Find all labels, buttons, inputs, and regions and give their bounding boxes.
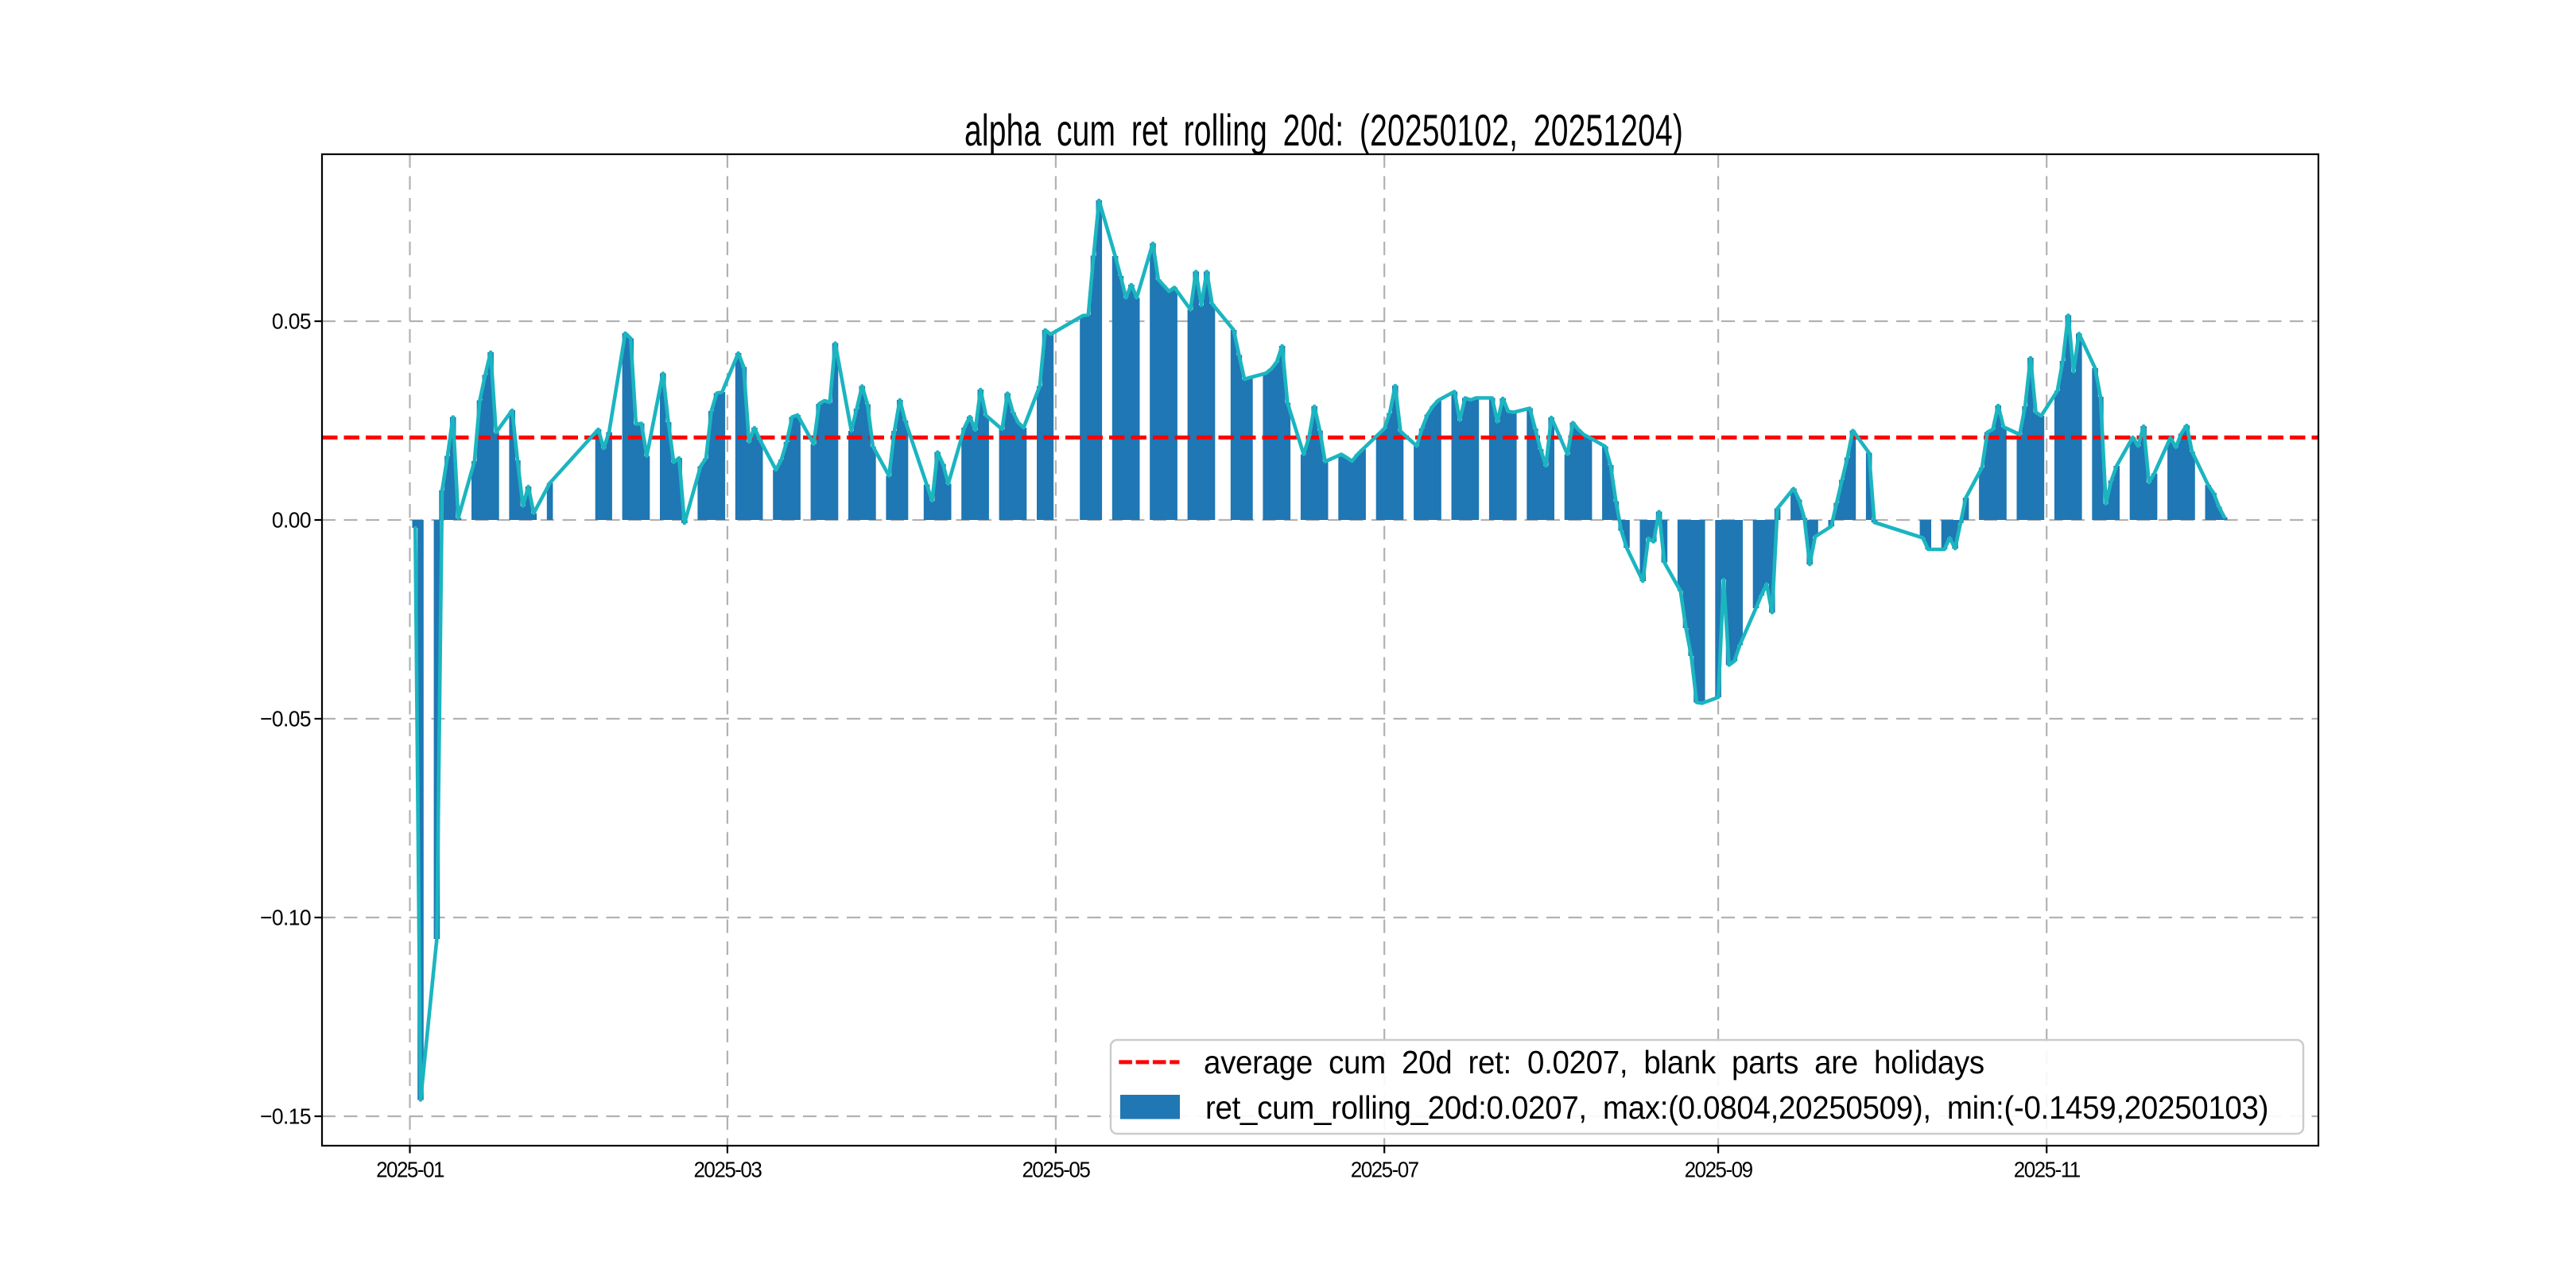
svg-text:0.00: 0.00 xyxy=(272,507,312,533)
svg-text:−0.15: −0.15 xyxy=(260,1104,311,1129)
svg-text:0.05: 0.05 xyxy=(272,308,311,334)
svg-text:ret_cum_rolling_20d:0.0207, ma: ret_cum_rolling_20d:0.0207, max:(0.0804,… xyxy=(1205,1090,2268,1126)
svg-text:−0.10: −0.10 xyxy=(260,905,312,930)
svg-text:average cum 20d ret: 0.0207, b: average cum 20d ret: 0.0207, blank parts… xyxy=(1204,1045,1984,1080)
svg-text:2025-05: 2025-05 xyxy=(1022,1158,1089,1182)
svg-text:2025-09: 2025-09 xyxy=(1685,1158,1752,1182)
svg-text:2025-03: 2025-03 xyxy=(693,1158,761,1182)
svg-text:−0.05: −0.05 xyxy=(260,706,311,731)
svg-text:2025-07: 2025-07 xyxy=(1351,1158,1418,1182)
svg-text:alpha cum ret rolling 20d: (20: alpha cum ret rolling 20d: (20250102, 20… xyxy=(964,107,1683,155)
svg-text:2025-11: 2025-11 xyxy=(2014,1158,2080,1182)
svg-text:2025-01: 2025-01 xyxy=(376,1158,444,1182)
